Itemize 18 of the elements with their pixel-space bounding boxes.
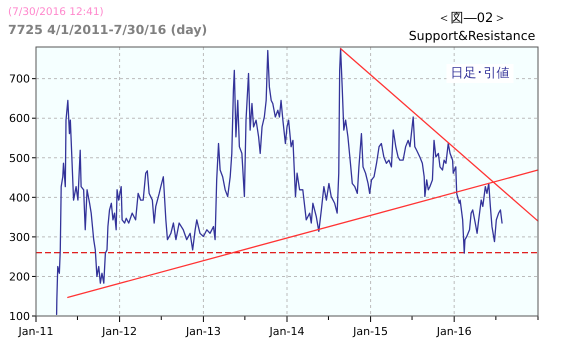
x-tick-label: Jan-15 (352, 325, 388, 338)
chart-subtitle: (7/30/2016 12:41) (8, 6, 104, 18)
text: ＜図―02＞ (438, 11, 506, 26)
annotation: 日足･引値 (450, 66, 510, 81)
x-tick-label: Jan-16 (436, 325, 472, 338)
text: Support&Resistance (408, 28, 536, 43)
y-tick-label: 400 (9, 191, 30, 204)
y-tick-label: 700 (9, 72, 30, 86)
y-tick-label: 500 (9, 152, 30, 165)
x-tick-label: Jan-11 (18, 325, 54, 338)
chart-title: 7725 4/1/2011-7/30/16 (day) (8, 22, 208, 37)
x-tick-label: Jan-14 (268, 325, 304, 338)
x-tick-label: Jan-13 (184, 325, 221, 338)
y-tick-label: 100 (9, 310, 30, 323)
y-tick-label: 300 (9, 230, 30, 244)
y-tick-label: 200 (9, 270, 30, 284)
y-tick-label: 600 (9, 112, 30, 126)
x-tick-label: Jan-12 (101, 325, 138, 338)
